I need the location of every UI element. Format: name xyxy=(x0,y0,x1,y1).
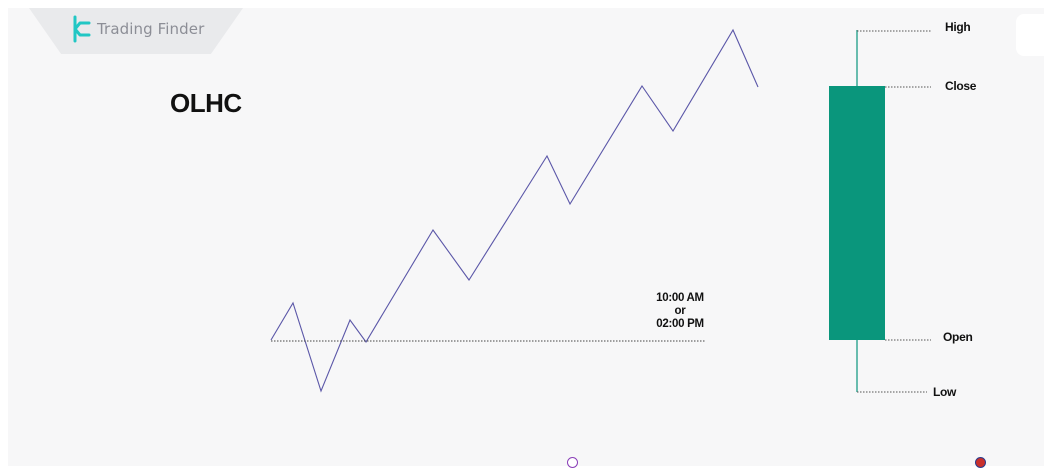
bolt-icon[interactable] xyxy=(567,457,578,468)
diagram-title: OLHC xyxy=(170,88,242,118)
time-label-line1: 10:00 AM xyxy=(656,292,704,304)
flag-icon[interactable] xyxy=(975,457,986,468)
time-label-line2: or xyxy=(674,305,686,317)
logo-tab xyxy=(29,8,243,54)
side-tab xyxy=(1016,14,1052,56)
price-path-line xyxy=(270,28,759,393)
time-label-line3: 02:00 PM xyxy=(656,318,704,330)
time-label: 10:00 AM or 02:00 PM xyxy=(640,292,720,331)
brand-name: Trading Finder xyxy=(97,20,205,38)
candle-body xyxy=(829,86,885,340)
low-label: Low xyxy=(933,385,957,399)
open-label: Open xyxy=(943,330,973,344)
high-label: High xyxy=(945,20,971,34)
trading-finder-logo-icon xyxy=(73,15,91,43)
close-label: Close xyxy=(945,79,977,93)
